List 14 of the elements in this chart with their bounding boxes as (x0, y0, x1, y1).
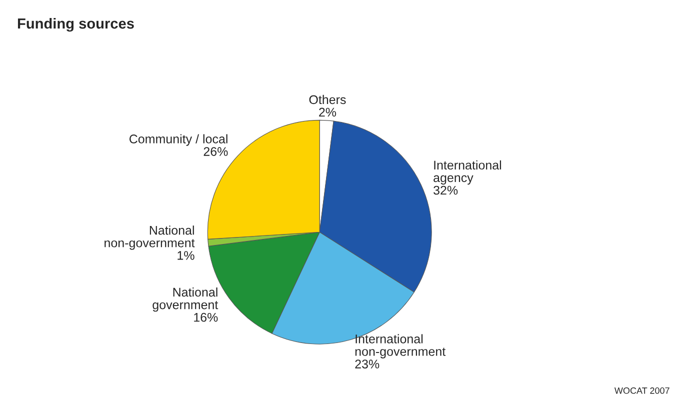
slice-label: National non-government (104, 226, 195, 250)
data-label: 32% (434, 186, 458, 195)
slice-label: International non-government (355, 334, 446, 358)
data-label: 16% (194, 312, 218, 322)
data-label: 26% (204, 147, 228, 156)
text: WOCAT 2007 (614, 387, 670, 394)
data-label: 2% (319, 108, 336, 117)
chart-title: Funding sources (18, 18, 134, 32)
data-label: 23% (355, 360, 380, 368)
slice-label: International agency (434, 160, 502, 185)
slice-label: Others (309, 94, 346, 104)
slice-label: National government (152, 287, 218, 312)
slice-label: Community / local (130, 134, 228, 146)
data-label: 1% (178, 251, 194, 260)
